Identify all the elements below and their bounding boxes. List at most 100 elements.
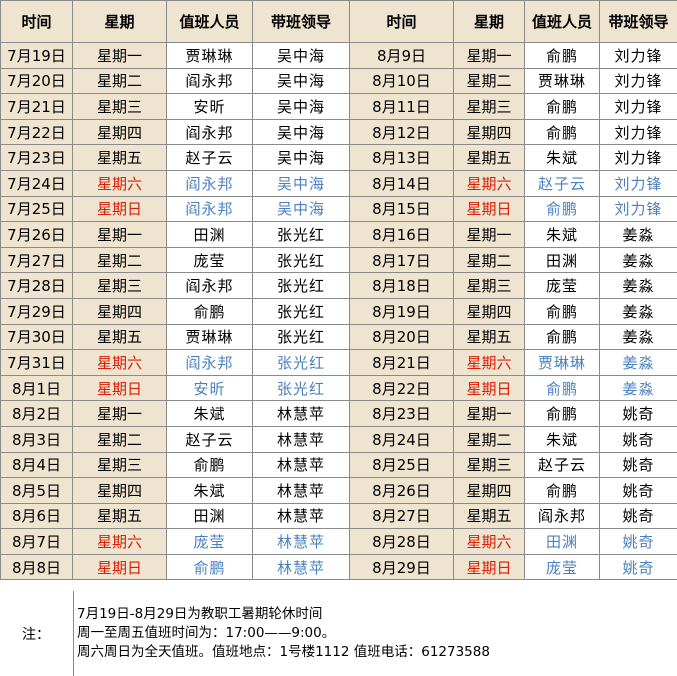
date-cell: 8月2日 [0,400,73,427]
staff-cell: 俞鹏 [524,118,600,146]
date-cell: 8月13日 [349,144,454,171]
leader-cell: 林慧苹 [252,528,350,555]
date-cell: 8月24日 [349,425,454,453]
weekday-cell: 星期一 [453,400,525,427]
staff-cell: 阎永邦 [524,502,600,530]
leader-cell: 张光红 [252,297,350,325]
staff-cell: 赵子云 [524,169,600,197]
staff-cell: 俞鹏 [524,323,600,351]
note-line: 周六周日为全天值班。值班地点：1号楼1112 值班电话：61273588 [77,644,490,660]
weekday-cell: 星期二 [453,246,525,274]
schedule-row: 8月8日 星期日 俞鹏 林慧苹 8月29日 星期日 庞莹 姚奇 [0,553,677,581]
leader-cell: 姚奇 [599,400,677,427]
leader-cell: 姚奇 [599,553,677,581]
date-cell: 7月31日 [0,349,73,376]
leader-cell: 姚奇 [599,528,677,555]
staff-cell: 赵子云 [166,425,253,453]
staff-cell: 阎永邦 [166,169,253,197]
schedule-row: 8月3日 星期二 赵子云 林慧苹 8月24日 星期二 朱斌 姚奇 [0,425,677,453]
date-cell: 8月8日 [0,553,73,581]
weekday-cell: 星期五 [72,144,167,171]
staff-cell: 贾琳琳 [524,349,600,376]
leader-cell: 刘力锋 [599,67,677,95]
staff-cell: 阎永邦 [166,272,253,299]
schedule-row: 8月5日 星期四 朱斌 林慧苹 8月26日 星期四 俞鹏 姚奇 [0,477,677,504]
weekday-cell: 星期六 [72,528,167,555]
weekday-cell: 星期日 [72,553,167,581]
schedule-row: 8月6日 星期五 田渊 林慧苹 8月27日 星期五 阎永邦 姚奇 [0,502,677,530]
leader-cell: 吴中海 [252,144,350,171]
notes-divider [73,591,74,676]
staff-cell: 朱斌 [166,400,253,427]
leader-cell: 张光红 [252,246,350,274]
leader-cell: 林慧苹 [252,477,350,504]
leader-cell: 林慧苹 [252,425,350,453]
leader-cell: 林慧苹 [252,553,350,581]
staff-cell: 庞莹 [166,528,253,555]
staff-cell: 俞鹏 [524,42,600,69]
staff-cell: 田渊 [524,528,600,555]
schedule-row: 7月21日 星期三 安昕 吴中海 8月11日 星期三 俞鹏 刘力锋 [0,93,677,120]
leader-cell: 刘力锋 [599,144,677,171]
weekday-cell: 星期四 [453,297,525,325]
date-cell: 8月19日 [349,297,454,325]
date-cell: 8月27日 [349,502,454,530]
leader-cell: 姜淼 [599,246,677,274]
date-cell: 7月27日 [0,246,73,274]
staff-cell: 安昕 [166,374,253,402]
staff-cell: 俞鹏 [524,400,600,427]
staff-cell: 庞莹 [166,246,253,274]
note-line: 周一至周五值班时间为：17:00——9:00。 [77,625,336,641]
weekday-cell: 星期三 [72,272,167,299]
leader-cell: 林慧苹 [252,400,350,427]
header-weekday: 星期 [453,0,525,43]
staff-cell: 安昕 [166,93,253,120]
staff-cell: 贾琳琳 [166,323,253,351]
weekday-cell: 星期二 [72,67,167,95]
date-cell: 8月4日 [0,451,73,479]
staff-cell: 贾琳琳 [166,42,253,69]
schedule-row: 8月1日 星期日 安昕 张光红 8月22日 星期日 俞鹏 姜淼 [0,374,677,402]
schedule-row: 7月27日 星期二 庞莹 张光红 8月17日 星期二 田渊 姜淼 [0,246,677,274]
weekday-cell: 星期日 [453,553,525,581]
leader-cell: 刘力锋 [599,93,677,120]
date-cell: 8月14日 [349,169,454,197]
date-cell: 8月21日 [349,349,454,376]
staff-cell: 田渊 [524,246,600,274]
leader-cell: 张光红 [252,349,350,376]
date-cell: 7月30日 [0,323,73,351]
leader-cell: 林慧苹 [252,502,350,530]
leader-cell: 吴中海 [252,93,350,120]
weekday-cell: 星期三 [72,93,167,120]
staff-cell: 阎永邦 [166,67,253,95]
weekday-cell: 星期日 [72,195,167,223]
date-cell: 8月26日 [349,477,454,504]
staff-cell: 田渊 [166,502,253,530]
schedule-row: 7月29日 星期四 俞鹏 张光红 8月19日 星期四 俞鹏 姜淼 [0,297,677,325]
schedule-row: 7月22日 星期四 阎永邦 吴中海 8月12日 星期四 俞鹏 刘力锋 [0,118,677,146]
notes-label: 注： [22,627,50,643]
weekday-cell: 星期二 [72,425,167,453]
header-staff: 值班人员 [524,0,600,43]
leader-cell: 吴中海 [252,195,350,223]
date-cell: 8月6日 [0,502,73,530]
weekday-cell: 星期四 [453,118,525,146]
schedule-row: 7月23日 星期五 赵子云 吴中海 8月13日 星期五 朱斌 刘力锋 [0,144,677,171]
schedule-row: 7月26日 星期一 田渊 张光红 8月16日 星期一 朱斌 姜淼 [0,221,677,248]
leader-cell: 姜淼 [599,221,677,248]
date-cell: 7月29日 [0,297,73,325]
schedule-row: 7月30日 星期五 贾琳琳 张光红 8月20日 星期五 俞鹏 姜淼 [0,323,677,351]
weekday-cell: 星期五 [453,323,525,351]
schedule-row: 7月19日 星期一 贾琳琳 吴中海 8月9日 星期一 俞鹏 刘力锋 [0,42,677,69]
date-cell: 8月23日 [349,400,454,427]
date-cell: 8月9日 [349,42,454,69]
date-cell: 8月11日 [349,93,454,120]
leader-cell: 姜淼 [599,297,677,325]
date-cell: 8月17日 [349,246,454,274]
staff-cell: 贾琳琳 [524,67,600,95]
date-cell: 8月3日 [0,425,73,453]
leader-cell: 张光红 [252,221,350,248]
leader-cell: 姜淼 [599,374,677,402]
staff-cell: 阎永邦 [166,195,253,223]
leader-cell: 吴中海 [252,118,350,146]
